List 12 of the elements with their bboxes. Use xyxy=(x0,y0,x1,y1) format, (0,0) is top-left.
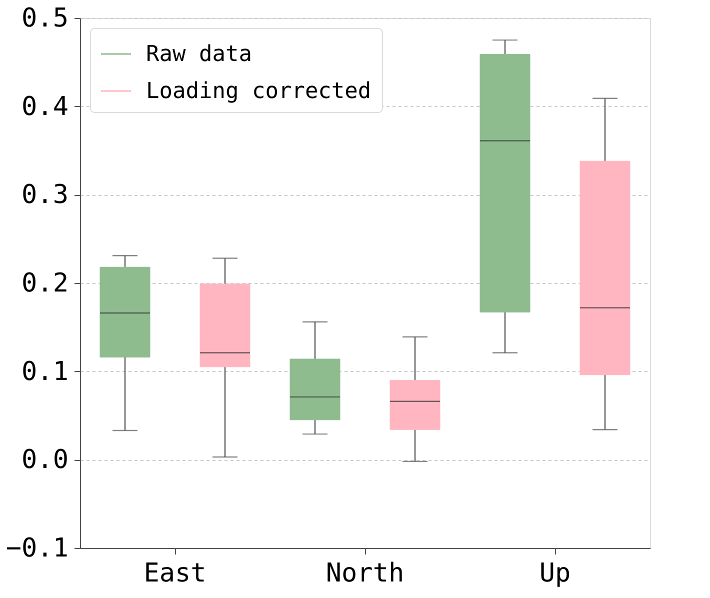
y-tick-label: 0.1 xyxy=(22,356,68,387)
y-tick-label: −0.1 xyxy=(6,534,68,564)
y-tick-label: 0.2 xyxy=(22,268,68,298)
x-tick-label: Up xyxy=(539,558,571,588)
legend-label: Raw data xyxy=(146,42,252,67)
y-tick-label: 0.0 xyxy=(22,445,68,476)
x-tick-label: East xyxy=(144,558,206,588)
y-tick-label: 0.3 xyxy=(22,180,68,210)
x-tick-label: North xyxy=(326,558,404,588)
legend-label: Loading corrected xyxy=(146,79,372,104)
y-tick-label: 0.5 xyxy=(22,4,68,34)
y-tick-label: 0.4 xyxy=(22,92,68,122)
